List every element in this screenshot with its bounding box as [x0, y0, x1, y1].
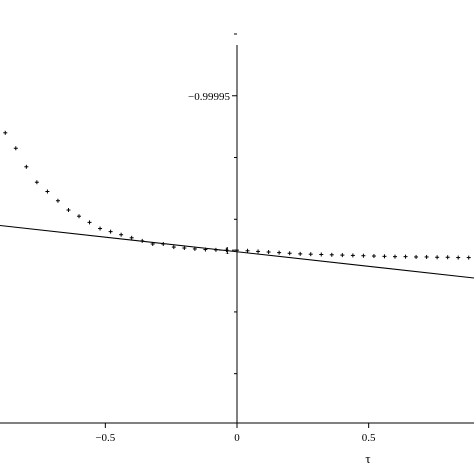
y-tick-label: −0.99995 — [188, 91, 230, 103]
data-point — [340, 253, 345, 258]
data-point — [466, 255, 471, 260]
x-tick-label: 0 — [234, 432, 240, 444]
data-point — [256, 249, 261, 254]
data-point — [98, 226, 103, 231]
data-point — [45, 189, 50, 194]
x-tick-label: 0.5 — [362, 432, 376, 444]
data-point — [287, 251, 292, 256]
data-point — [3, 130, 8, 135]
data-point — [371, 254, 376, 259]
data-point — [298, 251, 303, 256]
data-point — [393, 254, 397, 259]
data-point — [34, 180, 39, 185]
x-tick-label: −0.5 — [95, 432, 115, 444]
data-point — [350, 253, 355, 258]
data-point — [87, 220, 92, 225]
data-point — [245, 248, 250, 253]
data-point — [24, 164, 29, 169]
data-point — [361, 253, 366, 258]
data-point — [329, 252, 334, 257]
data-point — [403, 254, 408, 259]
data-point — [414, 254, 419, 259]
data-point — [108, 229, 113, 234]
y-tick-label: −1 — [218, 245, 230, 257]
data-point — [129, 235, 134, 240]
data-point — [445, 255, 450, 260]
data-point — [119, 232, 124, 237]
tick-labels: −0.5 0 0.5 −0.99995 −1 — [95, 91, 376, 444]
data-point — [266, 250, 271, 255]
data-point — [77, 214, 81, 219]
data-point — [456, 255, 461, 260]
data-point — [308, 252, 313, 257]
axes — [0, 33, 474, 428]
data-point — [182, 245, 187, 250]
data-point — [171, 245, 176, 250]
data-point — [319, 252, 324, 257]
data-point — [424, 254, 429, 259]
series-layer — [0, 130, 474, 279]
data-point — [13, 146, 18, 151]
data-point — [66, 208, 71, 213]
data-point — [435, 255, 440, 260]
data-point — [55, 198, 60, 203]
data-point — [277, 250, 282, 255]
series-line — [0, 224, 474, 279]
x-axis-title: τ — [365, 451, 370, 466]
data-point — [382, 254, 387, 259]
